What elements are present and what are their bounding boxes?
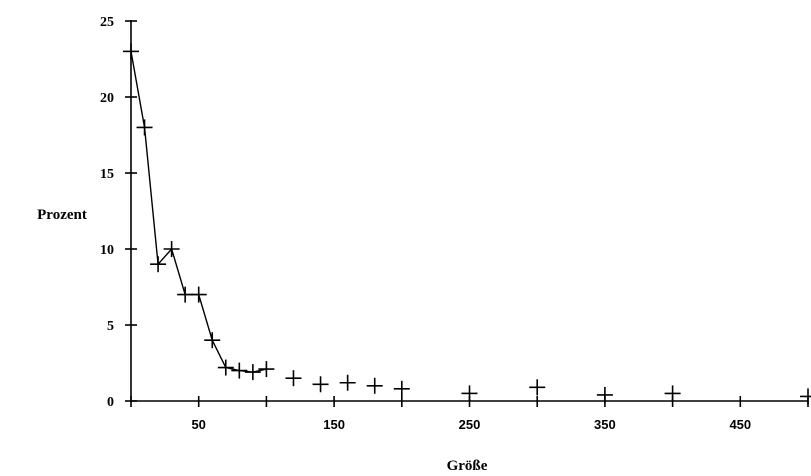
x-tick-label: 450 (729, 417, 751, 432)
data-point-marker (461, 385, 478, 402)
data-point-marker (529, 379, 546, 396)
data-point-marker (800, 388, 811, 405)
y-tick-label: 5 (107, 319, 114, 334)
y-tick-label: 10 (100, 243, 114, 258)
y-axis-title: Prozent (37, 207, 87, 223)
data-point-marker (150, 256, 167, 273)
data-point-marker (664, 385, 681, 402)
data-point-marker (217, 359, 234, 376)
data-point-marker (136, 119, 153, 136)
y-tick-label: 0 (107, 395, 114, 410)
y-tick-label: 20 (100, 91, 114, 106)
data-point-marker (231, 362, 248, 379)
plot-area: 0 5 10 15 20 25 50 150 250 350 450 (100, 15, 811, 432)
data-point-marker (596, 386, 613, 403)
data-point-marker (285, 370, 302, 387)
data-point-marker (163, 241, 180, 257)
x-tick-label: 50 (191, 417, 205, 432)
data-point-marker (258, 361, 275, 378)
x-tick-label: 150 (323, 417, 345, 432)
y-tick-label: 15 (100, 167, 114, 182)
data-point-marker (366, 377, 383, 394)
data-point-marker (393, 380, 410, 397)
data-point-marker (339, 374, 356, 391)
data-point-marker (244, 364, 261, 381)
data-point-marker (312, 376, 329, 393)
data-point-marker (190, 286, 207, 303)
x-tick-label: 350 (594, 417, 616, 432)
series-line (130, 51, 267, 373)
data-point-marker (204, 332, 221, 349)
data-point-marker (177, 286, 194, 303)
y-tick-label: 25 (100, 15, 114, 30)
data-point-marker (123, 43, 139, 60)
x-axis-title: Größe (447, 458, 488, 474)
x-tick-label: 250 (459, 417, 481, 432)
